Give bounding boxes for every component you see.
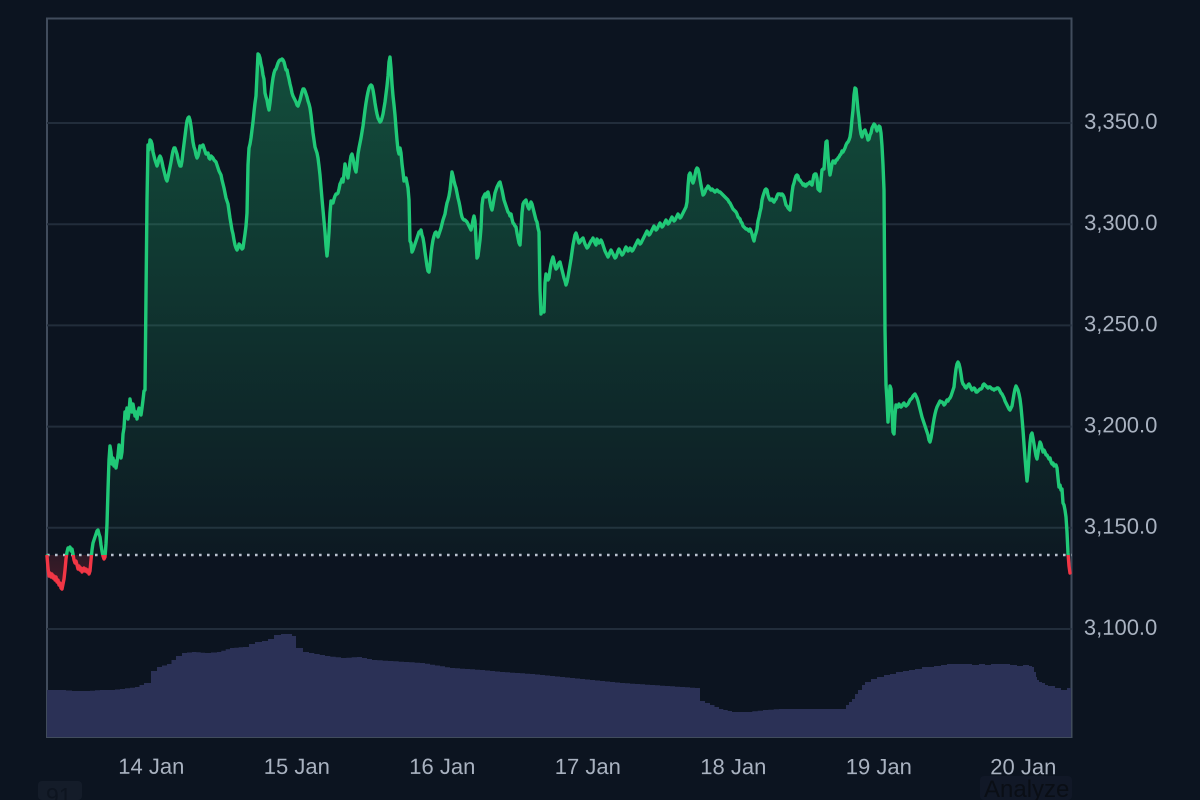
svg-text:Analyze: Analyze [984,776,1069,800]
svg-text:3,100.0: 3,100.0 [1084,615,1157,640]
svg-text:3,150.0: 3,150.0 [1084,514,1157,539]
svg-text:17 Jan: 17 Jan [555,754,621,779]
svg-text:18 Jan: 18 Jan [700,754,766,779]
svg-text:16 Jan: 16 Jan [409,754,475,779]
svg-text:19 Jan: 19 Jan [846,754,912,779]
svg-text:3,300.0: 3,300.0 [1084,210,1157,235]
svg-text:91: 91 [46,783,72,800]
svg-text:3,350.0: 3,350.0 [1084,109,1157,134]
svg-text:14 Jan: 14 Jan [118,754,184,779]
svg-text:15 Jan: 15 Jan [264,754,330,779]
svg-text:3,250.0: 3,250.0 [1084,311,1157,336]
svg-text:20 Jan: 20 Jan [990,754,1056,779]
svg-text:3,200.0: 3,200.0 [1084,412,1157,437]
